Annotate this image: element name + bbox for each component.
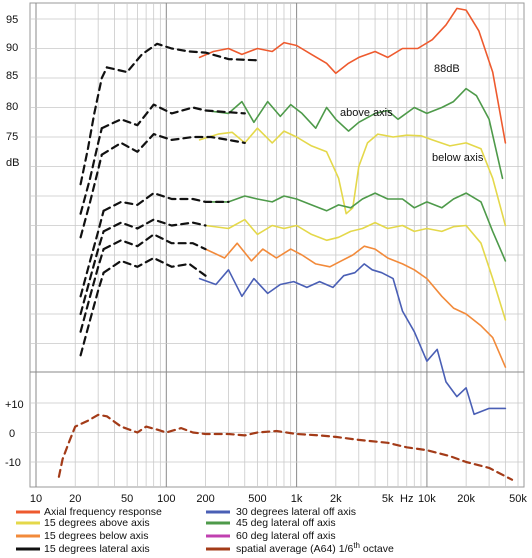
legend: Axial frequency response 15 degrees abov… — [16, 506, 394, 555]
annotation-above-axis: above axis — [340, 107, 393, 119]
x-tick-label: 50 — [121, 493, 133, 505]
series-line-g45_lf — [102, 192, 230, 212]
series-line-below — [198, 127, 507, 227]
legend-label: 15 degrees lateral axis — [44, 543, 150, 555]
y-tick-0: 0 — [9, 428, 15, 440]
series-line-above — [204, 87, 504, 180]
series-line-axial_lf2 — [79, 66, 108, 186]
legend-label-main: spatial average (A64) 1/6 — [236, 543, 353, 555]
y-tick-minus10: -10 — [5, 457, 21, 469]
series-line-b30_lf2 — [79, 271, 105, 357]
legend-item-45-lateral: 45 deg lateral off axis — [206, 517, 336, 529]
x-tick-label: 500 — [248, 493, 266, 505]
legend-label: 15 degrees below axis — [44, 530, 148, 542]
legend-label: 15 degrees above axis — [44, 517, 150, 529]
legend-label-sup: th — [353, 541, 360, 550]
series-line-b30 — [198, 263, 507, 416]
y-upper-ticks: 95 90 85 80 75 dB — [6, 14, 19, 169]
legend-item-axial: Axial frequency response — [16, 506, 162, 518]
series-line-g45_lf2 — [79, 209, 105, 298]
annotation-below-axis: below axis — [432, 152, 484, 164]
y-tick-75: 75 — [6, 131, 18, 143]
x-tick-label: 100 — [157, 493, 175, 505]
x-tick-label: 10k — [418, 493, 436, 505]
legend-item-15-below: 15 degrees below axis — [16, 530, 148, 542]
y-tick-plus10: +10 — [5, 399, 24, 411]
x-tick-label: 200 — [196, 493, 214, 505]
legend-label: 45 deg lateral off axis — [236, 517, 336, 529]
y-lower-ticks: +10 0 -10 — [5, 399, 24, 469]
legend-item-15-lateral: 15 degrees lateral axis — [16, 543, 150, 555]
legend-label-suffix: octave — [360, 543, 394, 555]
legend-item-60-lateral: 60 deg lateral off axis — [206, 530, 336, 542]
y-tick-95: 95 — [6, 14, 18, 26]
series-line-below_lf2 — [79, 153, 103, 239]
x-tick-label: 1k — [291, 493, 303, 505]
series-line-above_lf — [100, 103, 246, 130]
legend-label: spatial average (A64) 1/6th octave — [236, 541, 394, 555]
series-layer — [57, 7, 514, 481]
x-tick-label: 2k — [330, 493, 342, 505]
x-tick-label: 20 — [69, 493, 81, 505]
y-tick-80: 80 — [6, 101, 18, 113]
legend-item-30-lateral: 30 degrees lateral off axis — [206, 506, 356, 518]
series-line-above_lf2 — [79, 127, 103, 215]
x-tick-label: Hz — [400, 493, 413, 505]
legend-label: 30 degrees lateral off axis — [236, 506, 356, 518]
series-line-below_lf — [100, 133, 246, 156]
x-tick-label: 50k — [509, 493, 527, 505]
series-line-y2_lf — [102, 218, 207, 233]
legend-item-15-above: 15 degrees above axis — [16, 517, 150, 529]
legend-label: Axial frequency response — [44, 506, 162, 518]
series-line-g45 — [204, 192, 507, 262]
series-line-o2 — [204, 242, 507, 368]
x-tick-label: 5k — [382, 493, 394, 505]
series-line-y2 — [204, 218, 507, 321]
legend-label: 60 deg lateral off axis — [236, 530, 336, 542]
x-tick-label: 20k — [457, 493, 475, 505]
legend-item-spatial-average: spatial average (A64) 1/6th octave — [206, 541, 394, 555]
y-tick-85: 85 — [6, 70, 18, 82]
series-line-o2_lf2 — [79, 248, 105, 333]
x-axis-ticks: 10 20 50 100 200 500 1k 2k 5k Hz 10k 20k 50k — [30, 493, 527, 505]
annotation-level: 88dB — [434, 63, 460, 75]
series-line-axial — [198, 7, 507, 144]
x-tick-label: 10 — [30, 493, 42, 505]
series-line-y2_lf2 — [79, 230, 105, 316]
series-line-spatial — [57, 413, 514, 481]
y-tick-90: 90 — [6, 42, 18, 54]
series-line-o2_lf — [102, 233, 207, 251]
y-unit-db: dB — [6, 157, 19, 169]
plot-background — [29, 2, 525, 488]
series-line-axial_lf — [105, 42, 259, 74]
